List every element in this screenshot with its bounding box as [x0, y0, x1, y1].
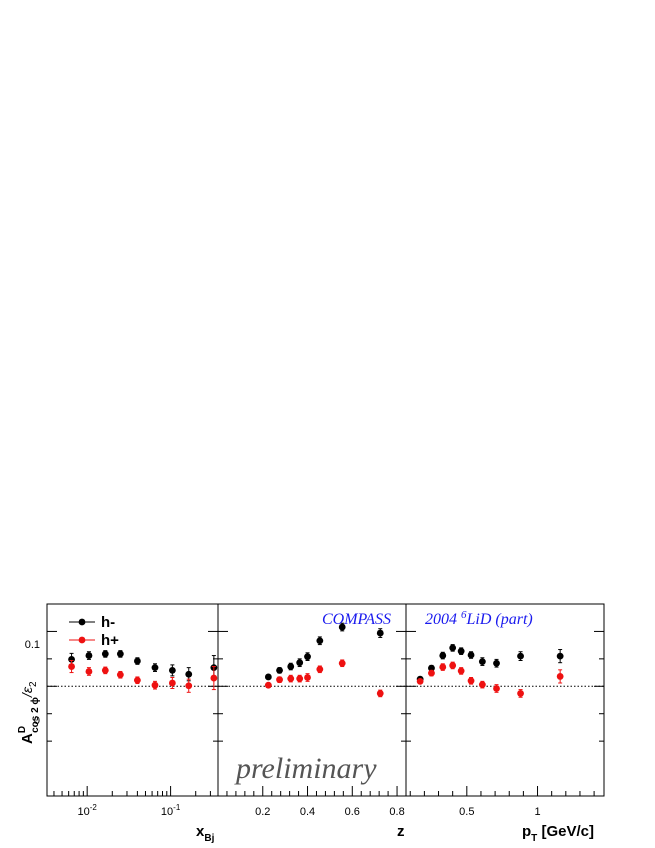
data-point-h-plus — [439, 663, 447, 671]
data-point-h-minus — [185, 670, 193, 678]
data-point-h-plus — [68, 663, 75, 670]
x-tick-label: 10-1 — [161, 803, 181, 818]
data-point-h-minus — [316, 637, 324, 645]
x-axis-title-pt-suffix: [GeV/c] — [537, 823, 594, 840]
data-point-h-plus — [210, 674, 218, 682]
data-point-h-minus — [168, 666, 176, 674]
data-point-h-minus — [449, 644, 457, 652]
legend-label-h-plus: h+ — [101, 632, 119, 649]
x-tick-label-exp: -1 — [173, 803, 181, 812]
data-point-h-plus — [85, 668, 93, 675]
x-tick-label-base: 10 — [161, 806, 173, 818]
x-tick-label: 1 — [534, 806, 540, 818]
data-point-h-minus — [276, 666, 283, 674]
data-point-h-plus — [276, 676, 283, 684]
data-point-h-minus — [264, 673, 272, 681]
experiment-label: COMPASS — [322, 611, 391, 628]
data-point-h-plus — [428, 669, 435, 677]
dataset-label: 2004 6LiD (part) — [425, 609, 533, 628]
x-tick-label: 0.4 — [300, 806, 315, 818]
legend-label-h-minus: h- — [101, 614, 115, 631]
data-point-h-plus — [416, 677, 424, 685]
data-point-h-plus — [493, 685, 500, 692]
data-point-h-minus — [133, 657, 141, 665]
data-point-h-plus — [151, 681, 159, 689]
panel-frame — [405, 603, 605, 797]
x-tick-label: 0.5 — [459, 806, 474, 818]
x-tick-label: 0.8 — [389, 806, 404, 818]
y-axis-title: AD cos 2 ϕ/ε2 — [17, 681, 41, 744]
y-axis-title-sub: cos 2 ϕ — [30, 697, 41, 733]
data-point-h-minus — [376, 629, 384, 637]
y-axis-title-div: /ε — [19, 686, 35, 698]
data-point-h-minus — [457, 647, 465, 655]
data-point-h-minus — [439, 652, 447, 659]
data-point-h-minus — [517, 652, 524, 660]
data-point-h-minus — [493, 659, 500, 667]
dataset-isotope-sup: 6 — [461, 609, 467, 621]
x-axis-title-xbj-main: x — [196, 823, 205, 840]
panel-pt: 0.5 1 — [405, 603, 605, 818]
panel-xbj: 10-2 10-1 — [46, 603, 219, 818]
data-point-h-plus — [287, 675, 295, 683]
data-point-h-plus — [304, 674, 311, 681]
data-point-h-plus — [316, 665, 324, 673]
x-axis-title-xbj-sub: Bj — [204, 833, 214, 844]
x-axis-title-z: z — [397, 823, 405, 840]
data-point-h-plus — [376, 690, 384, 697]
x-axis-title-pt: pT [GeV/c] — [522, 823, 594, 844]
data-point-h-plus — [556, 673, 564, 680]
data-point-h-plus — [449, 662, 457, 669]
data-point-h-minus — [296, 659, 304, 667]
y-axis-title-div-sub: 2 — [28, 681, 39, 687]
x-axis-title-pt-main: p — [522, 823, 531, 840]
x-axis-title-xbj: xBj — [196, 823, 215, 844]
data-point-h-minus — [85, 652, 93, 659]
data-point-h-minus — [478, 658, 486, 665]
data-point-h-plus — [478, 681, 486, 689]
data-point-h-plus — [168, 679, 176, 687]
dataset-suffix: LiD (part) — [466, 611, 533, 628]
data-point-h-plus — [264, 681, 272, 689]
data-point-h-minus — [467, 651, 475, 659]
data-point-h-plus — [517, 690, 524, 697]
legend-marker-h-minus — [78, 618, 86, 626]
data-point-h-plus — [101, 666, 109, 674]
dataset-prefix: 2004 — [425, 611, 461, 628]
data-point-h-minus — [116, 650, 124, 658]
data-point-h-minus — [338, 623, 346, 631]
data-point-h-minus — [68, 656, 75, 663]
data-point-h-minus — [101, 650, 109, 658]
legend-marker-h-plus — [78, 636, 86, 644]
x-axis-title-pt-sub: T — [531, 833, 537, 844]
data-point-h-minus — [556, 652, 564, 660]
panel-z: 0.2 0.4 0.6 0.8 — [217, 603, 407, 818]
y-tick-label-1: 0.1 — [25, 639, 40, 651]
preliminary-watermark: preliminary — [234, 752, 377, 785]
y-axis-title-sup: D — [17, 726, 28, 733]
data-point-h-plus — [296, 675, 304, 683]
data-point-h-plus — [457, 667, 465, 675]
data-point-h-plus — [116, 671, 124, 679]
y-tick-label-0: 0 — [34, 715, 40, 727]
data-point-h-minus — [287, 663, 295, 670]
data-point-h-plus — [338, 659, 346, 667]
data-point-h-minus — [151, 664, 159, 672]
x-tick-label: 10-2 — [77, 803, 97, 818]
x-tick-label: 0.2 — [255, 806, 270, 818]
x-tick-label: 0.6 — [345, 806, 360, 818]
x-tick-label-base: 10 — [77, 806, 89, 818]
data-point-h-minus — [304, 653, 311, 661]
data-point-h-plus — [133, 676, 141, 684]
data-point-h-plus — [185, 682, 193, 690]
data-point-h-plus — [467, 677, 475, 685]
y-axis-title-main: A — [19, 733, 36, 744]
legend: h- h+ — [69, 614, 119, 649]
x-tick-label-exp: -2 — [90, 803, 98, 812]
